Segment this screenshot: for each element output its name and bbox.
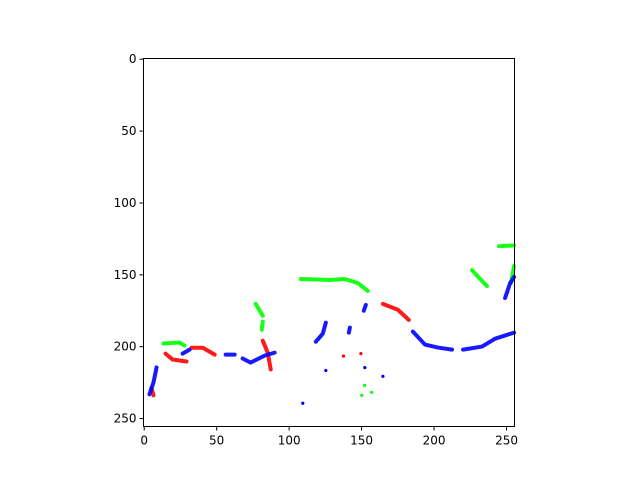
- blue-stroke: [147, 365, 159, 397]
- green-stroke: [496, 243, 517, 249]
- axes-background: [143, 58, 515, 427]
- blue-stroke: [180, 347, 192, 356]
- red-dot: [359, 352, 363, 356]
- y-tick-label: 250: [114, 412, 137, 426]
- axes-frame: [143, 58, 515, 427]
- green-dot: [370, 390, 374, 394]
- green-stroke: [161, 340, 187, 348]
- y-tick-label: 100: [114, 196, 137, 210]
- y-tick-label: 150: [114, 268, 137, 282]
- y-tick-label: 50: [121, 124, 136, 138]
- x-axis: 0 50 100 150 200 250: [140, 426, 518, 448]
- blue-stroke: [361, 302, 368, 313]
- green-stroke: [259, 319, 265, 332]
- green-dot: [360, 393, 364, 397]
- red-stroke: [260, 338, 273, 372]
- x-tick-label: 250: [495, 434, 518, 448]
- blue-stroke: [410, 329, 455, 352]
- blue-stroke: [240, 350, 277, 365]
- blue-stroke: [313, 320, 328, 344]
- red-stroke: [380, 301, 411, 322]
- image-content: [147, 243, 517, 405]
- x-tick-label: 100: [278, 434, 301, 448]
- y-tick-label: 200: [114, 340, 137, 354]
- green-dot: [363, 383, 367, 387]
- x-tick-label: 50: [209, 434, 224, 448]
- red-stroke: [163, 351, 189, 364]
- red-stroke: [189, 345, 217, 357]
- x-tick-label: 0: [140, 434, 148, 448]
- blue-dot: [324, 368, 328, 373]
- blue-dot: [363, 365, 367, 370]
- green-stroke: [298, 277, 370, 293]
- blue-stroke: [346, 325, 352, 335]
- red-dot: [341, 354, 346, 358]
- blue-stroke: [461, 330, 517, 352]
- y-tick-label: 0: [129, 52, 137, 66]
- green-stroke: [470, 268, 489, 289]
- blue-dot: [381, 374, 385, 378]
- blue-dot: [301, 401, 305, 405]
- y-axis: 0 50 100 150 200 250: [114, 52, 144, 426]
- x-tick-label: 150: [350, 434, 373, 448]
- x-tick-label: 200: [423, 434, 446, 448]
- green-stroke: [253, 301, 265, 318]
- blue-stroke: [503, 275, 517, 300]
